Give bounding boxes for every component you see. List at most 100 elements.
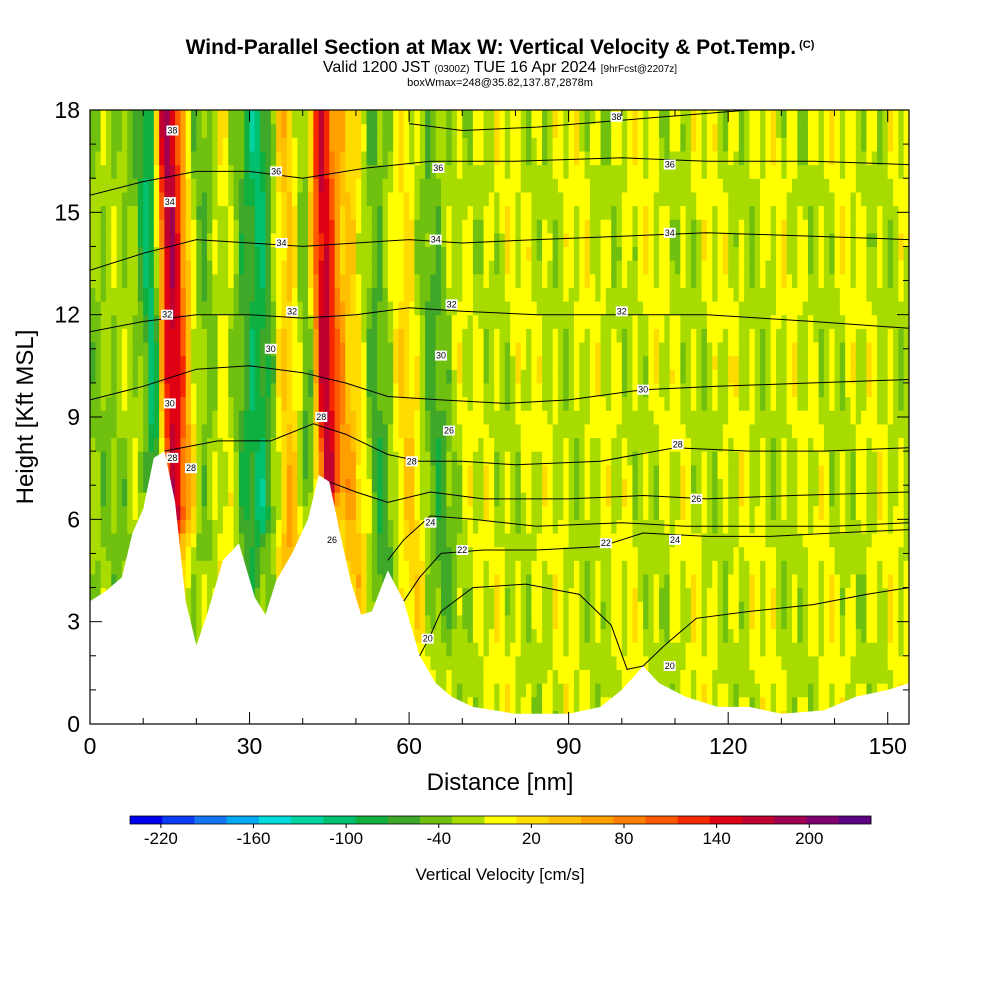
velocity-cell — [196, 546, 203, 561]
velocity-cell — [637, 178, 644, 193]
velocity-cell — [627, 587, 634, 602]
velocity-cell — [403, 137, 410, 152]
velocity-cell — [276, 137, 283, 152]
velocity-cell — [201, 191, 208, 207]
velocity-cell — [260, 587, 267, 602]
velocity-cell — [281, 341, 288, 357]
velocity-cell — [627, 328, 634, 343]
velocity-cell — [664, 355, 671, 370]
velocity-cell — [664, 301, 671, 316]
velocity-cell — [276, 150, 283, 166]
velocity-cell — [350, 410, 357, 425]
velocity-cell — [222, 123, 229, 138]
velocity-cell — [552, 191, 559, 207]
velocity-cell — [265, 587, 272, 602]
velocity-cell — [558, 205, 564, 220]
velocity-cell — [297, 314, 304, 329]
velocity-cell — [238, 341, 245, 357]
velocity-cell — [222, 287, 229, 302]
velocity-cell — [653, 532, 660, 548]
velocity-cell — [180, 164, 187, 179]
velocity-cell — [196, 423, 203, 439]
velocity-cell — [297, 287, 304, 302]
velocity-cell — [542, 191, 548, 207]
velocity-cell — [430, 246, 437, 261]
velocity-cell — [355, 164, 362, 179]
velocity-cell — [345, 560, 352, 575]
velocity-cell — [653, 642, 660, 657]
velocity-cell — [308, 191, 314, 207]
velocity-cell — [95, 492, 102, 507]
velocity-cell — [377, 328, 384, 343]
velocity-cell — [382, 355, 389, 370]
velocity-cell — [430, 546, 437, 561]
velocity-cell — [611, 355, 618, 370]
velocity-cell — [542, 287, 548, 302]
velocity-cell — [121, 273, 128, 288]
velocity-cell — [430, 560, 437, 575]
velocity-cell — [132, 287, 139, 302]
velocity-cell — [664, 369, 671, 384]
velocity-cell — [366, 464, 373, 479]
velocity-cell — [441, 601, 447, 616]
velocity-cell — [542, 669, 548, 684]
velocity-cell — [270, 492, 277, 507]
velocity-cell — [627, 423, 634, 439]
velocity-cell — [121, 287, 128, 302]
velocity-cell — [403, 341, 410, 357]
velocity-cell — [568, 301, 575, 316]
velocity-cell — [456, 219, 463, 234]
velocity-cell — [589, 369, 596, 384]
velocity-cell — [212, 369, 219, 384]
velocity-cell — [159, 341, 166, 357]
velocity-cell — [222, 191, 229, 207]
velocity-cell — [137, 423, 144, 439]
velocity-cell — [409, 369, 416, 384]
velocity-cell — [446, 191, 453, 207]
velocity-cell — [515, 341, 522, 357]
velocity-cell — [653, 560, 660, 575]
velocity-cell — [659, 437, 665, 452]
velocity-cell — [664, 505, 671, 520]
velocity-cell — [116, 164, 123, 179]
velocity-cell — [302, 191, 309, 207]
velocity-cell — [95, 546, 102, 561]
velocity-cell — [499, 123, 506, 138]
velocity-cell — [212, 260, 219, 275]
velocity-cell — [355, 519, 362, 534]
velocity-cell — [488, 205, 495, 220]
velocity-cell — [201, 150, 208, 166]
velocity-cell — [254, 137, 261, 152]
velocity-cell — [605, 396, 612, 411]
velocity-cell — [414, 614, 421, 630]
velocity-cell — [547, 382, 554, 398]
velocity-cell — [175, 164, 182, 179]
velocity-cell — [435, 492, 442, 507]
velocity-cell — [185, 164, 192, 179]
velocity-cell — [488, 355, 495, 370]
velocity-cell — [175, 478, 182, 493]
velocity-cell — [286, 150, 293, 166]
velocity-cell — [297, 123, 304, 138]
velocity-cell — [675, 301, 681, 316]
velocity-cell — [595, 355, 602, 370]
velocity-cell — [361, 355, 368, 370]
velocity-cell — [324, 191, 330, 207]
velocity-cell — [494, 369, 501, 384]
velocity-cell — [552, 246, 559, 261]
velocity-cell — [627, 287, 634, 302]
velocity-cell — [579, 573, 586, 589]
velocity-cell — [430, 178, 437, 193]
velocity-cell — [377, 287, 384, 302]
velocity-cell — [393, 232, 400, 248]
velocity-cell — [260, 492, 267, 507]
velocity-cell — [563, 205, 570, 220]
velocity-cell — [526, 369, 533, 384]
velocity-cell — [520, 178, 527, 193]
velocity-cell — [324, 110, 330, 125]
velocity-cell — [185, 437, 192, 452]
velocity-cell — [531, 478, 538, 493]
velocity-cell — [441, 669, 447, 684]
velocity-cell — [121, 437, 128, 452]
velocity-cell — [483, 587, 490, 602]
